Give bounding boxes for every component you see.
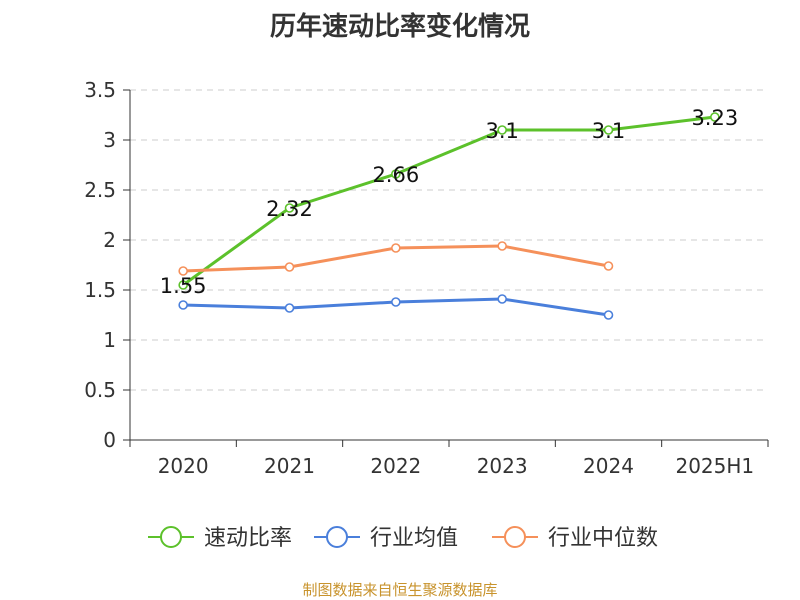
data-point: [603, 310, 614, 320]
y-tick-label: 2: [103, 228, 116, 252]
data-label: 3.23: [691, 106, 738, 130]
x-tick-label: 2023: [477, 454, 528, 478]
data-point: [178, 300, 188, 310]
series-lines: [178, 112, 720, 320]
data-point: [391, 297, 401, 307]
data-point: [284, 262, 295, 272]
legend-item: 行业中位数: [492, 526, 658, 551]
y-tick-label: 1: [103, 328, 116, 352]
data-label: 3.1: [485, 119, 518, 143]
x-tick-label: 2025H1: [675, 454, 754, 478]
data-label: 2.66: [372, 163, 419, 187]
data-point: [391, 243, 401, 253]
data-point: [710, 112, 720, 122]
data-labels: 1.55 2.32 2.66 3.1 3.1 3.23: [160, 106, 738, 298]
data-point: [284, 303, 295, 313]
axes: 0 0.5 1 1.5 2 2.5 3 3.5 2020 2021 2022 2023 2024 2025…: [84, 78, 769, 478]
data-point: [391, 169, 401, 179]
data-point: [178, 280, 188, 290]
y-tick-label: 3.5: [84, 78, 116, 102]
data-point: [497, 125, 507, 135]
legend-swatch-marker: [326, 526, 348, 548]
data-point: [603, 261, 614, 271]
y-tick-label: 2.5: [84, 178, 116, 202]
data-point: [497, 294, 507, 304]
y-tick-label: 1.5: [84, 278, 116, 302]
data-point: [497, 241, 507, 251]
chart-title: 历年速动比率变化情况: [269, 12, 530, 42]
legend-swatch-marker: [504, 526, 526, 548]
legend-label: 速动比率: [204, 526, 292, 551]
x-tick-label: 2020: [158, 454, 209, 478]
legend: 速动比率 行业均值 行业中位数: [148, 526, 658, 551]
x-tick-label: 2021: [264, 454, 315, 478]
y-tick-label: 3: [103, 128, 116, 152]
legend-label: 行业均值: [370, 526, 458, 551]
y-tick-label: 0: [103, 428, 116, 452]
data-point: [284, 203, 295, 213]
data-label: 1.55: [160, 274, 207, 298]
source-note: 制图数据来自恒生聚源数据库: [302, 581, 498, 599]
data-point: [603, 125, 614, 135]
legend-item: 速动比率: [148, 526, 292, 551]
y-tick-label: 0.5: [84, 378, 116, 402]
grid-lines: [130, 89, 768, 391]
legend-item: 行业均值: [314, 526, 458, 551]
data-label: 3.1: [592, 119, 625, 143]
legend-label: 行业中位数: [548, 526, 658, 551]
legend-swatch-marker: [160, 526, 182, 548]
data-label: 2.32: [266, 197, 313, 221]
x-tick-label: 2022: [370, 454, 421, 478]
data-point: [178, 266, 188, 276]
series-line: [182, 115, 716, 287]
x-tick-label: 2024: [583, 454, 634, 478]
